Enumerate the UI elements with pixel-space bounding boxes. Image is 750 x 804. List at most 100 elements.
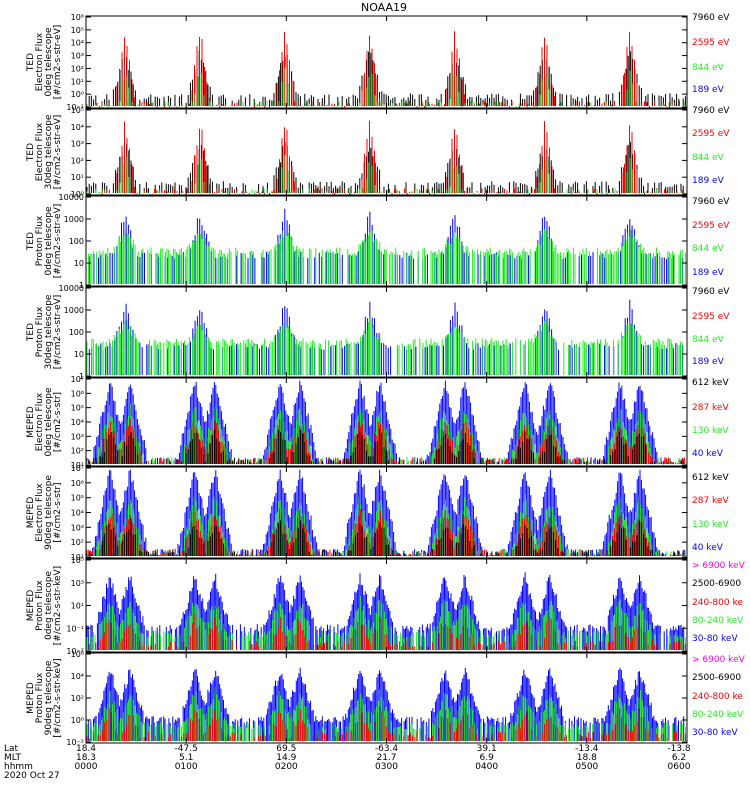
panel-4: 1 10 100 1000 10000 TED Proton Flux 30deg teles… bbox=[26, 284, 730, 381]
legend-entry: > 6900 keV bbox=[692, 561, 746, 571]
y-axis-label: 90deg telescope bbox=[44, 660, 54, 735]
series-trace bbox=[88, 428, 684, 465]
y-tick-label: 10⁰ bbox=[71, 90, 84, 99]
series-trace bbox=[88, 614, 686, 650]
y-axis-label: TED bbox=[26, 143, 36, 162]
legend-entry: 130 keV bbox=[692, 426, 729, 436]
y-tick-label: 10⁶ bbox=[71, 650, 84, 659]
y-axis-label: Electron Flux bbox=[35, 32, 45, 91]
y-axis-label: 30deg telescope bbox=[44, 294, 54, 369]
legend-entry: 2595 eV bbox=[692, 129, 730, 139]
legend-entry: 189 eV bbox=[692, 268, 725, 278]
y-tick-label: 10¹ bbox=[71, 173, 84, 182]
y-axis-label: Proton Flux bbox=[35, 580, 45, 631]
y-tick-label: 1 bbox=[79, 372, 84, 381]
y-axis-label: [#/cm2-s-str-keV] bbox=[53, 566, 63, 645]
x-tick-lat: -63.4 bbox=[375, 744, 399, 754]
panel-2: 10⁰ 10¹ 10² 10³ 10⁴ 10⁵ TED Electron Flux 30deg … bbox=[26, 106, 730, 199]
x-tick-hhmm: 0400 bbox=[475, 762, 498, 772]
panel-5: 10¹ 10² 10³ 10⁴ 10⁵ 10⁶ 10⁷ MEPED Electron Flux 0… bbox=[26, 375, 729, 470]
series-trace bbox=[86, 142, 684, 193]
x-tick-mlt: 18.3 bbox=[76, 753, 96, 763]
y-tick-label: 10⁻¹ bbox=[66, 103, 84, 112]
legend-entry: 189 eV bbox=[692, 176, 725, 186]
legend-entry: 7960 eV bbox=[692, 287, 730, 297]
y-tick-label: 10 bbox=[74, 259, 84, 268]
x-tick-lat: 18.4 bbox=[76, 744, 96, 754]
y-tick-label: 10000 bbox=[59, 284, 84, 293]
y-axis-label: 0deg telescope bbox=[44, 206, 54, 276]
y-axis-label: 0deg telescope bbox=[44, 27, 54, 97]
y-axis-label: Proton Flux bbox=[35, 672, 45, 723]
y-tick-label: 10¹ bbox=[71, 461, 84, 470]
y-tick-label: 10² bbox=[71, 447, 84, 456]
x-tick-mlt: 6.2 bbox=[672, 753, 686, 763]
y-tick-label: 10⁻² bbox=[66, 647, 84, 656]
legend-entry: 189 eV bbox=[692, 85, 725, 95]
legend-entry: 7960 eV bbox=[692, 106, 730, 116]
y-axis-label: [#/cm2-s-str-eV] bbox=[53, 204, 63, 279]
y-axis-label: 30deg telescope bbox=[44, 114, 54, 189]
y-axis-label: Electron Flux bbox=[35, 122, 45, 181]
panel-frame bbox=[85, 108, 688, 196]
x-tick-lat: -13.4 bbox=[575, 744, 599, 754]
y-tick-label: 1 bbox=[79, 281, 84, 290]
x-tick-mlt: 5.1 bbox=[179, 753, 193, 763]
y-tick-label: 10⁴ bbox=[71, 418, 84, 427]
x-tick-lat: -47.5 bbox=[175, 744, 198, 754]
x-tick-hhmm: 0100 bbox=[175, 762, 198, 772]
legend-entry: 287 keV bbox=[692, 403, 729, 413]
y-axis-label: [#/cm2-s-str-eV] bbox=[53, 25, 63, 100]
y-tick-label: 10³ bbox=[71, 432, 84, 441]
y-axis-label: MEPED bbox=[26, 682, 36, 714]
legend-entry: 2500-6900 bbox=[692, 579, 741, 589]
y-axis-label: 0deg telescope bbox=[44, 571, 54, 641]
legend-entry: 844 eV bbox=[692, 335, 725, 345]
x-tick-hhmm: 0000 bbox=[75, 762, 98, 772]
y-tick-label: 10³ bbox=[71, 52, 84, 61]
legend-entry: 612 keV bbox=[692, 473, 729, 483]
series-trace bbox=[86, 155, 685, 195]
y-tick-label: 10 bbox=[74, 350, 84, 359]
legend-entry: > 6900 keV bbox=[692, 655, 746, 665]
y-tick-label: 10³ bbox=[71, 140, 84, 149]
x-tick-hhmm: 0300 bbox=[375, 762, 398, 772]
x-tick-lat: -13.8 bbox=[667, 744, 691, 754]
legend-entry: 240-800 ke bbox=[692, 692, 743, 702]
y-tick-label: 10⁵ bbox=[71, 26, 84, 35]
series-trace bbox=[86, 31, 680, 108]
y-axis-label: TED bbox=[26, 232, 36, 251]
series-trace bbox=[86, 317, 683, 375]
date-label: 2020 Oct 27 bbox=[4, 771, 60, 781]
x-tick-hhmm: 0600 bbox=[668, 762, 691, 772]
legend-entry: 612 keV bbox=[692, 378, 729, 388]
x-tick-lat: 69.5 bbox=[276, 744, 296, 754]
legend-entry: 844 eV bbox=[692, 153, 725, 163]
y-tick-label: 1000 bbox=[64, 306, 84, 315]
y-axis-label: [#/cm2-s-str-keV] bbox=[53, 658, 63, 737]
legend-entry: 80-240 keV bbox=[692, 710, 744, 720]
y-tick-label: 10⁵ bbox=[71, 404, 84, 413]
x-tick-mlt: 6.9 bbox=[480, 753, 495, 763]
panel-6: 10¹ 10² 10³ 10⁴ 10⁵ 10⁶ 10⁷ MEPED Electron Flux 9… bbox=[26, 464, 729, 562]
y-tick-label: 10⁵ bbox=[71, 494, 84, 503]
y-axis-label: MEPED bbox=[26, 590, 36, 622]
y-tick-label: 10⁰ bbox=[71, 190, 84, 199]
y-axis-label: Electron Flux bbox=[35, 392, 45, 451]
legend-entry: 844 eV bbox=[692, 244, 725, 254]
y-tick-label: 10⁻² bbox=[66, 738, 84, 747]
y-tick-label: 10³ bbox=[71, 523, 84, 532]
y-axis-label: [#/cm2-s-str-eV] bbox=[53, 115, 63, 190]
legend-entry: 30-80 keV bbox=[692, 728, 738, 738]
panel-frame bbox=[85, 15, 688, 109]
y-tick-label: 10⁴ bbox=[71, 123, 84, 132]
y-tick-label: 10⁵ bbox=[71, 556, 84, 565]
legend-entry: 80-240 keV bbox=[692, 616, 744, 626]
legend-entry: 240-800 ke bbox=[692, 598, 743, 608]
legend-entry: 189 eV bbox=[692, 357, 725, 367]
legend-entry: 130 keV bbox=[692, 520, 729, 530]
y-axis-label: Proton Flux bbox=[35, 215, 45, 266]
x-row-label: MLT bbox=[4, 753, 22, 763]
